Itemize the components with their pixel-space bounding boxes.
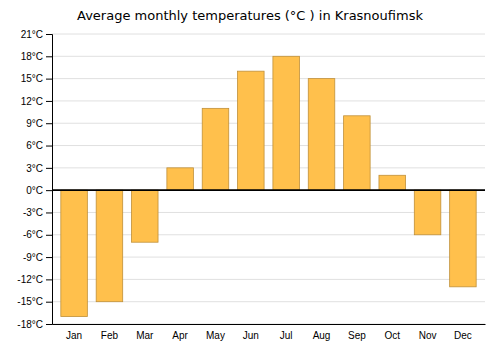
y-tick-mark (46, 324, 52, 325)
x-tick: Oct (384, 330, 400, 341)
x-tick-label: Nov (419, 330, 437, 341)
x-tick: May (206, 330, 225, 341)
x-tick-label: Feb (101, 330, 119, 341)
y-tick-mark (46, 302, 52, 303)
grid-line (52, 324, 485, 325)
x-tick: Feb (101, 330, 119, 341)
bar (379, 175, 406, 190)
bar (132, 190, 159, 242)
y-tick: -6°C (23, 229, 52, 240)
bar (238, 71, 265, 190)
y-tick-mark (46, 123, 52, 124)
y-tick-label: -3°C (23, 207, 43, 218)
x-tick-label: Sep (348, 330, 366, 341)
y-tick-label: -6°C (23, 229, 43, 240)
y-tick: -3°C (23, 207, 52, 218)
y-tick-mark (46, 101, 52, 102)
y-tick-label: -9°C (23, 252, 43, 263)
title: Average monthly temperatures (°C ) in Kr… (77, 8, 423, 23)
bar (344, 116, 371, 190)
x-tick-label: Aug (313, 330, 331, 341)
bar (273, 56, 300, 190)
x-tick-label: Apr (172, 330, 188, 341)
bar (202, 108, 229, 190)
x-tick: Jul (280, 330, 293, 341)
y-tick-label: -18°C (17, 319, 43, 330)
y-tick-mark (46, 34, 52, 35)
y-tick-mark (46, 146, 52, 147)
y-tick: 15°C (21, 73, 52, 84)
y-tick: -9°C (23, 252, 52, 263)
y-tick: 9°C (26, 118, 52, 129)
grid-line (52, 190, 485, 191)
y-tick-label: 15°C (21, 73, 43, 84)
y-tick-label: 3°C (26, 163, 43, 174)
y-tick-label: -12°C (17, 274, 43, 285)
grid-line (52, 100, 485, 101)
plot: -18°C -15°C -12°C -9°C -6°C -3°C 0°C 3°C 6°C 9°C 1… (17, 29, 485, 341)
y-tick-label: 6°C (26, 140, 43, 151)
x-tick-label: Mar (136, 330, 154, 341)
x-tick-label: Jun (243, 330, 259, 341)
x-tick: Dec (454, 330, 472, 341)
y-tick-label: 18°C (21, 51, 43, 62)
y-tick-mark (46, 56, 52, 57)
y-tick-mark (46, 235, 52, 236)
chart: Average monthly temperatures (°C ) in Kr… (0, 0, 500, 350)
x-axis-line (53, 324, 486, 325)
y-tick: 0°C (26, 185, 52, 196)
bar (308, 79, 335, 191)
y-tick-mark (46, 190, 52, 191)
y-tick-label: -15°C (17, 296, 43, 307)
grid-line (52, 56, 485, 57)
bars (61, 56, 476, 316)
y-tick: 6°C (26, 140, 52, 151)
y-tick: -12°C (17, 274, 52, 285)
y-tick-mark (46, 212, 52, 213)
y-axis-line (46, 35, 53, 325)
y-tick: 18°C (21, 51, 52, 62)
y-tick-mark (46, 79, 52, 80)
x-tick: Aug (313, 330, 331, 341)
x-tick-label: Jul (280, 330, 293, 341)
y-tick-mark (46, 168, 52, 169)
bar (450, 190, 477, 287)
y-tick-label: 12°C (21, 96, 43, 107)
x-tick-label: Oct (384, 330, 400, 341)
x-tick-label: May (206, 330, 225, 341)
grid-line (52, 167, 485, 168)
grid-line (52, 145, 485, 146)
bar (167, 168, 194, 190)
y-tick-label: 0°C (26, 185, 43, 196)
zero-line (52, 189, 485, 191)
grid-line (52, 123, 485, 124)
grid-line (52, 78, 485, 79)
grid (52, 34, 485, 324)
y-axis: -18°C -15°C -12°C -9°C -6°C -3°C 0°C 3°C 6°C 9°C 1… (17, 29, 52, 330)
x-tick: Nov (419, 330, 437, 341)
y-tick: 12°C (21, 96, 52, 107)
bar (96, 190, 123, 302)
x-tick: Apr (172, 330, 188, 341)
y-tick: -15°C (17, 296, 52, 307)
grid-line (52, 34, 485, 35)
y-tick-mark (46, 257, 52, 258)
x-tick: Jan (66, 330, 82, 341)
y-tick: 21°C (21, 29, 52, 40)
x-tick: Jun (243, 330, 259, 341)
y-tick-mark (46, 279, 52, 280)
x-tick: Mar (136, 330, 154, 341)
y-tick-label: 21°C (21, 29, 43, 40)
y-tick-label: 9°C (26, 118, 43, 129)
x-tick-label: Jan (66, 330, 82, 341)
bar (61, 190, 88, 316)
y-tick: -18°C (17, 319, 52, 330)
y-tick: 3°C (26, 163, 52, 174)
bar (414, 190, 441, 235)
x-axis: Jan Feb Mar Apr May Jun Jul Aug Sep Oct Nov Dec (53, 325, 486, 342)
x-tick: Sep (348, 330, 366, 341)
x-tick-label: Dec (454, 330, 472, 341)
